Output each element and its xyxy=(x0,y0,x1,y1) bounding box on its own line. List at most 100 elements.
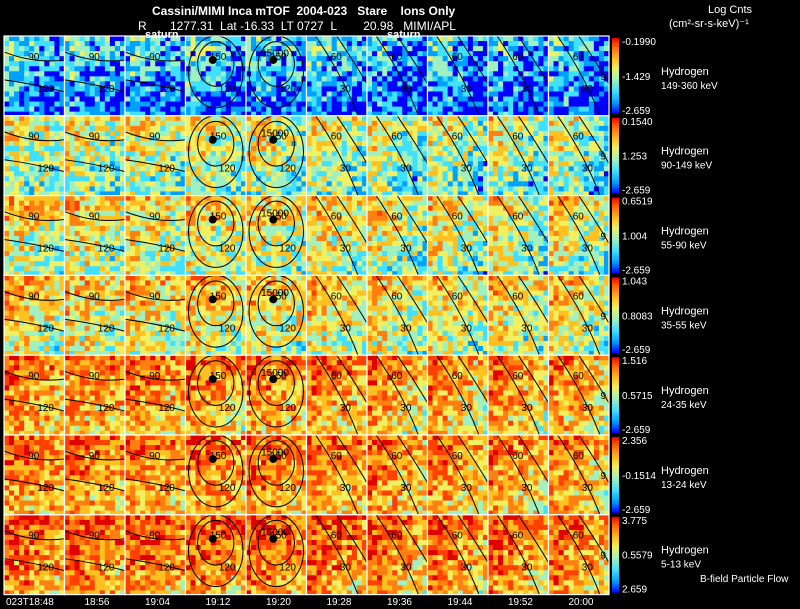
contour-label: 60 xyxy=(452,52,464,63)
contour-label: 90 xyxy=(28,291,40,302)
contour-label: 90 xyxy=(89,371,101,382)
energy-label: 149-360 keV xyxy=(661,81,718,92)
contour-label: 60 xyxy=(452,531,464,542)
species-label: Hydrogen xyxy=(661,545,709,557)
colorbar-tick: 2.659 xyxy=(622,585,647,596)
contour-label: 120 xyxy=(279,563,296,574)
contour-label: 15000 xyxy=(261,368,289,379)
panel-r5-c8: 60 30 xyxy=(487,434,550,516)
contour-label: 120 xyxy=(37,323,54,334)
contour-label: 60 xyxy=(573,132,585,143)
colorbar-tick: 0.5715 xyxy=(622,391,653,402)
contour-label: 150 xyxy=(270,132,287,143)
contour-label: 60 xyxy=(452,212,464,223)
contour-label: 30 xyxy=(340,483,352,494)
contour-label: 120 xyxy=(158,563,175,574)
contour-label: 60 xyxy=(512,212,524,223)
contour-label: 9 xyxy=(601,311,607,322)
contour-label: 150 xyxy=(210,371,227,382)
contour-label: 120 xyxy=(98,243,115,254)
contour-label: 60 xyxy=(331,291,343,302)
contour-label: 9 xyxy=(601,471,607,482)
contour-label: 120 xyxy=(219,323,236,334)
panel-r5-c3: 150 120 xyxy=(184,434,247,516)
contour-label: 60 xyxy=(391,371,403,382)
contour-label: 60 xyxy=(512,371,524,382)
colorbar-tick: -2.659 xyxy=(622,345,651,356)
panel-r1-c9: 60 30 9 xyxy=(547,115,610,197)
panel-r3-c7: 60 30 xyxy=(426,274,489,356)
contour-label: 120 xyxy=(158,483,175,494)
contour-label: 120 xyxy=(98,483,115,494)
contour-label: 120 xyxy=(279,84,296,95)
contour-label: 120 xyxy=(219,403,236,414)
panel-r5-c6: 60 30 xyxy=(366,434,429,516)
contour-label: 120 xyxy=(37,483,54,494)
colorbar-tick: -0.1990 xyxy=(622,37,656,48)
contour-label: 120 xyxy=(219,483,236,494)
time-tick: 19:44 xyxy=(447,597,472,608)
energy-label: 5-13 keV xyxy=(661,560,701,571)
contour-label: 60 xyxy=(331,132,343,143)
contour-label: 30 xyxy=(461,164,473,175)
contour-label: 30 xyxy=(582,84,594,95)
panel-r6-c6: 60 30 xyxy=(366,514,429,596)
species-label: Hydrogen xyxy=(661,226,709,238)
contour-label: 120 xyxy=(158,84,175,95)
panel-r2-c1: 90 120 xyxy=(63,195,126,277)
contour-label: 9 xyxy=(601,551,607,562)
colorbar-tick: 2.356 xyxy=(622,436,647,447)
orbit-info: R 1277.31 Lat -16.33 LT 0727 L 20.98 MIM… xyxy=(138,19,456,33)
panel-r6-c2: 90 120 xyxy=(124,514,187,596)
panel-r4-c1: 90 120 xyxy=(63,354,126,436)
saturn-label: saturn xyxy=(145,29,179,41)
contour-label: 120 xyxy=(158,243,175,254)
contour-label: 60 xyxy=(331,371,343,382)
energy-label: 55-90 keV xyxy=(661,241,707,252)
panel-r1-c4: 150 120 15000 xyxy=(245,115,308,197)
panel-r1-c5: 60 30 xyxy=(305,115,368,197)
contour-label: 30 xyxy=(461,243,473,254)
contour-label: 120 xyxy=(219,243,236,254)
contour-label: 60 xyxy=(452,371,464,382)
contour-label: 60 xyxy=(512,451,524,462)
contour-label: 30 xyxy=(461,563,473,574)
contour-label: 150 xyxy=(210,451,227,462)
contour-label: 30 xyxy=(521,563,533,574)
contour-label: 120 xyxy=(37,403,54,414)
colorbar-r3 xyxy=(612,277,619,354)
contour-label: 120 xyxy=(98,84,115,95)
contour-label: 60 xyxy=(512,291,524,302)
colorbar-r0 xyxy=(612,38,619,114)
colorbar-tick: -0.1514 xyxy=(622,471,656,482)
contour-label: 90 xyxy=(28,451,40,462)
panel-r4-c4: 150 120 15000 xyxy=(245,354,308,436)
contour-label: 30 xyxy=(340,323,352,334)
contour-label: 30 xyxy=(521,483,533,494)
panel-r4-c2: 90 120 xyxy=(124,354,187,436)
panel-r4-c7: 60 30 xyxy=(426,354,489,436)
contour-label: 150 xyxy=(270,52,287,63)
panel-r0-c8: 60 30 xyxy=(487,35,550,117)
contour-label: 90 xyxy=(149,132,161,143)
contour-label: 60 xyxy=(452,451,464,462)
panel-r3-c3: 150 120 xyxy=(184,274,247,356)
contour-label: 90 xyxy=(149,451,161,462)
contour-label: 30 xyxy=(521,403,533,414)
contour-label: 30 xyxy=(461,483,473,494)
contour-label: 90 xyxy=(89,531,101,542)
panel-r1-c3: 150 120 xyxy=(184,115,247,197)
species-label: Hydrogen xyxy=(661,66,709,78)
contour-label: 150 xyxy=(270,451,287,462)
colorbar-r6 xyxy=(612,516,619,593)
panel-r2-c3: 150 120 xyxy=(184,195,247,277)
panel-r0-c0: 90 120 xyxy=(3,35,66,117)
contour-label: 150 xyxy=(210,52,227,63)
contour-label: 30 xyxy=(400,243,412,254)
panel-r4-c5: 60 30 xyxy=(305,354,368,436)
panel-r4-c8: 60 30 xyxy=(487,354,550,436)
panel-r3-c8: 60 30 xyxy=(487,274,550,356)
colorbars: -0.1990-1.429-2.6590.15401.253-2.6590.65… xyxy=(612,37,656,596)
contour-label: 60 xyxy=(573,291,585,302)
contour-label: 30 xyxy=(340,84,352,95)
